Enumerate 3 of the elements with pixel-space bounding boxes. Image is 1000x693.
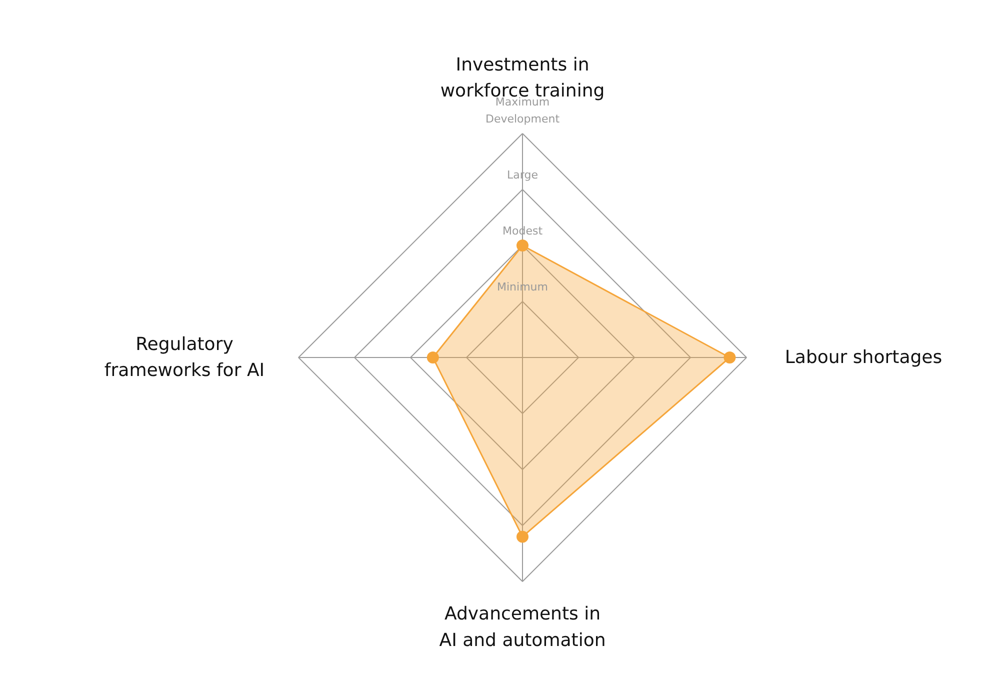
spoke-label: Labour shortages: [784, 347, 942, 368]
spoke-label: Regulatory frameworks for AI: [104, 334, 265, 382]
spoke-label: Advancements in AI and automation: [439, 604, 606, 651]
